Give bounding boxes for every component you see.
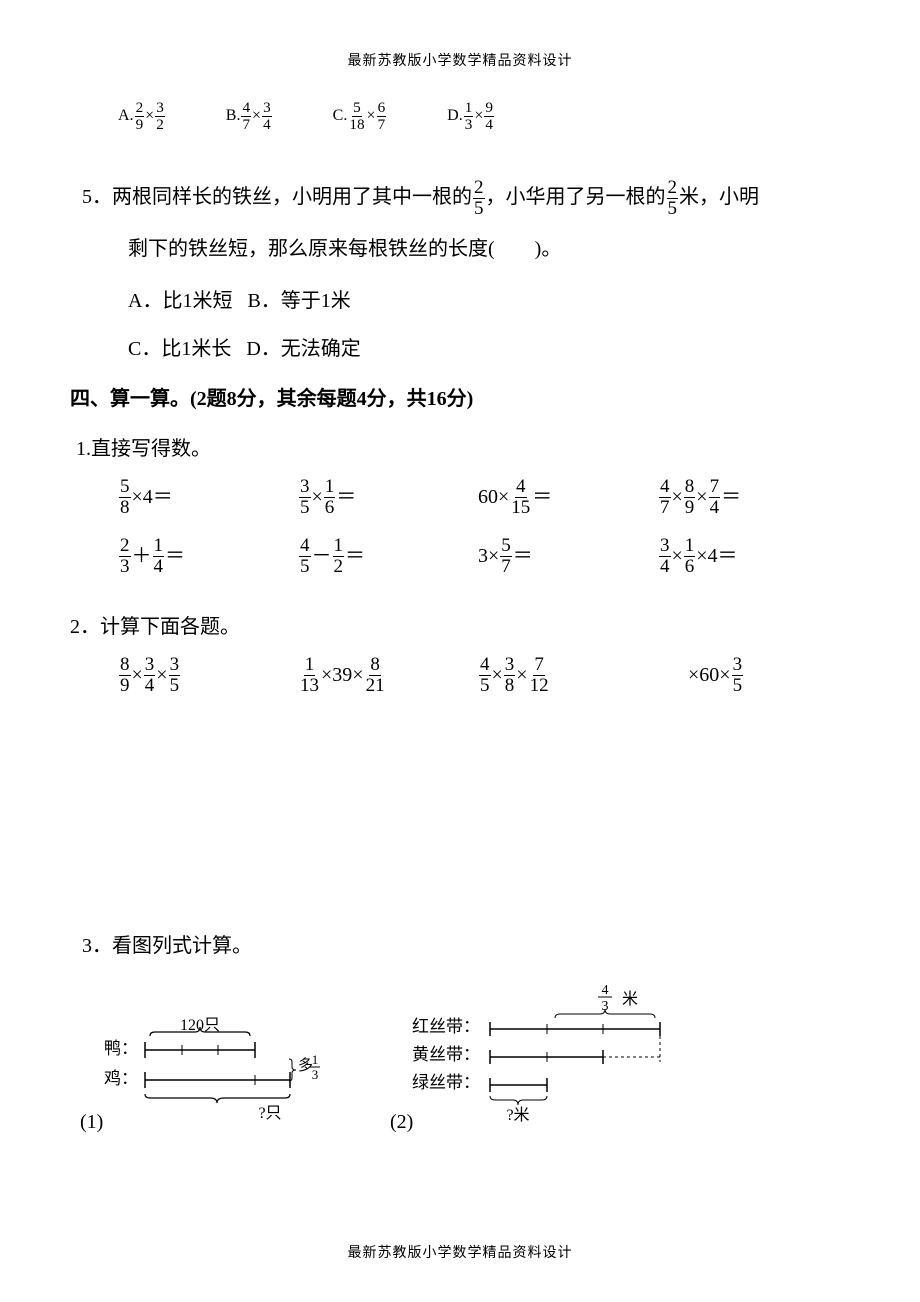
q4-option-b: B. 47 × 34: [226, 100, 273, 133]
question-5: 5．两根同样长的铁丝，小明用了其中一根的25，小华用了另一根的25米，小明 剩下…: [70, 171, 850, 371]
section-4-sub3: 3．看图列式计算。: [70, 924, 850, 968]
q5-choice-a: A．比1米短: [128, 290, 232, 312]
svg-text:鸡：: 鸡：: [104, 1069, 138, 1088]
svg-text:鸭：: 鸭：: [104, 1039, 138, 1058]
op: ×: [474, 108, 483, 124]
calc-cell: 3×57＝: [478, 536, 658, 577]
q5-choice-d: D．无法确定: [246, 338, 360, 360]
label: A.: [118, 108, 134, 124]
calc-cell: 58×4＝: [118, 477, 298, 518]
svg-text:3: 3: [312, 1067, 319, 1082]
calc-cell: ×60×35: [658, 655, 838, 696]
q5-text: ，小华用了另一根的: [486, 186, 666, 208]
calc-cell: 89×34×35: [118, 655, 298, 696]
q5-line2: 剩下的铁丝短，那么原来每根铁丝的长度( )。: [82, 223, 850, 275]
q4-option-c: C. 518 × 67: [333, 100, 387, 133]
calc-cell: 23＋14＝: [118, 536, 298, 577]
section-4-sub2: 2．计算下面各题。: [70, 605, 850, 649]
fraction: 13: [464, 100, 474, 133]
q4-option-a: A. 29 × 32: [118, 100, 166, 133]
calc-cell: 45×38×712: [478, 655, 658, 696]
q5-prefix: 5．: [82, 186, 112, 208]
diagram-1: 120只 鸭： 鸡： 多: [80, 1012, 340, 1132]
calc-cell: 34×16×4＝: [658, 536, 838, 577]
q5-text: 米，小明: [679, 186, 759, 208]
svg-text:红丝带：: 红丝带：: [412, 1017, 480, 1036]
svg-text:?只: ?只: [258, 1105, 281, 1122]
section-4-sub1: 1.直接写得数。: [70, 427, 850, 471]
label: C.: [333, 108, 348, 124]
calc-grid-2: 89×34×35 113×39×821 45×38×712 ×60×35: [70, 655, 850, 696]
svg-text:米: 米: [622, 990, 638, 1008]
op: ×: [367, 108, 376, 124]
fraction: 25: [667, 178, 679, 219]
q5-text: 两根同样长的铁丝，小明用了其中一根的: [112, 186, 472, 208]
diagram-1-tag: (1): [80, 1111, 103, 1134]
fraction: 25: [473, 178, 485, 219]
page-footer: 最新苏教版小学数学精品资料设计: [0, 1242, 920, 1262]
op: ×: [145, 108, 154, 124]
q5-choice-b: B．等于1米: [247, 290, 350, 312]
svg-text:4: 4: [602, 983, 609, 998]
fraction: 67: [377, 100, 387, 133]
fraction: 34: [262, 100, 272, 133]
section-4-title: 四、算一算。(2题8分，其余每题4分，共16分): [70, 381, 850, 417]
diagram-2: 4 3 米 红丝带： 黄丝带：: [390, 982, 710, 1132]
fraction: 47: [241, 100, 251, 133]
fraction: 29: [135, 100, 145, 133]
calc-grid-1: 58×4＝ 35×16＝ 60×415＝ 47×89×74＝ 23＋14＝ 45…: [70, 477, 850, 577]
svg-text:多: 多: [298, 1057, 313, 1074]
calc-cell: 47×89×74＝: [658, 477, 838, 518]
fraction: 518: [348, 100, 365, 133]
calc-cell: 113×39×821: [298, 655, 478, 696]
q4-options-row: A. 29 × 32 B. 47 × 34 C. 518 × 67 D. 13 …: [70, 100, 850, 133]
label: B.: [226, 108, 241, 124]
page-header: 最新苏教版小学数学精品资料设计: [70, 50, 850, 70]
op: ×: [252, 108, 261, 124]
calc-cell: 35×16＝: [298, 477, 478, 518]
svg-text:绿丝带：: 绿丝带：: [412, 1073, 480, 1092]
svg-text:1: 1: [312, 1052, 319, 1067]
svg-text:黄丝带：: 黄丝带：: [412, 1045, 480, 1064]
label: D.: [447, 108, 463, 124]
calc-cell: 60×415＝: [478, 477, 658, 518]
diagram-2-tag: (2): [390, 1111, 413, 1134]
calc-cell: 45－12＝: [298, 536, 478, 577]
fraction: 32: [155, 100, 165, 133]
q4-option-d: D. 13 × 94: [447, 100, 495, 133]
svg-text:?米: ?米: [506, 1106, 529, 1124]
q5-choice-c: C．比1米长: [128, 338, 231, 360]
fraction: 94: [484, 100, 494, 133]
